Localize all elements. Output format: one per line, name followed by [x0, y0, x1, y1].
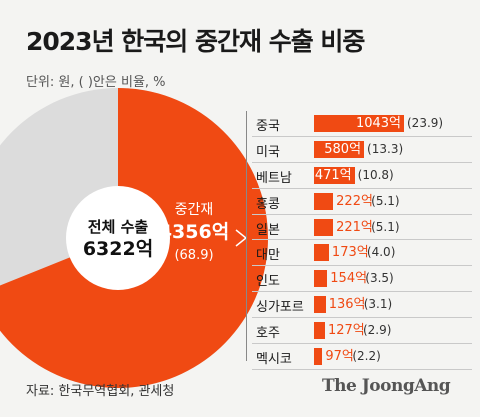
bar [314, 244, 329, 262]
bar-value-label: 136억 [328, 297, 366, 313]
total-value: 6322억 [83, 238, 153, 260]
bar [314, 322, 325, 340]
bar [314, 166, 355, 184]
bar-share-label: (13.3) [367, 141, 404, 156]
bar-category-label: 호주 [256, 326, 280, 342]
bar-row: 홍콩 222억 (5.1) [252, 189, 472, 215]
bar-category-label: 대만 [256, 248, 280, 264]
bar-row: 호주 127억 (2.9) [252, 318, 472, 345]
bar-category-label: 미국 [256, 144, 280, 160]
bar-category-label: 멕시코 [256, 352, 292, 368]
bar [314, 348, 323, 366]
bar [314, 140, 365, 158]
bar-row: 대만 173억 (4.0) [252, 240, 472, 267]
bar-row: 중국 1043억 (23.9) [252, 111, 472, 137]
bar-value-label: 173억 [331, 245, 369, 261]
total-label: 전체 수출 [88, 218, 149, 236]
bar-row: 멕시코 97억 (2.2) [252, 344, 472, 370]
bar-value-label: 222억 [336, 193, 373, 209]
brand-logo: The JoongAng [322, 376, 451, 396]
bar-value-label: 154억 [330, 271, 368, 287]
list-bracket [246, 111, 251, 361]
bar-value-label: 221억 [336, 219, 373, 235]
chart-title: 2023년 한국의 중간재 수출 비중 [26, 27, 365, 56]
bar-share-label: (2.2) [352, 349, 381, 364]
bar-value-label: 127억 [327, 323, 365, 339]
bar-category-label: 베트남 [256, 170, 292, 186]
bar-share-label: (3.5) [365, 271, 394, 286]
bar [314, 270, 328, 288]
bar-share-label: (23.9) [407, 116, 444, 130]
slice-value: 4356억 [159, 221, 229, 243]
bar-row: 싱가포르 136억 (3.1) [252, 292, 472, 319]
bar-category-label: 홍콩 [256, 196, 280, 212]
bar-value-label: 1043억 [355, 116, 401, 131]
bar-share-label: (2.9) [362, 323, 392, 338]
bar-value-label: 97억 [325, 349, 354, 365]
pie-center [66, 186, 170, 290]
bar-category-label: 인도 [256, 274, 280, 290]
bar [314, 296, 326, 314]
bar-share-label: (5.1) [371, 193, 400, 208]
bar-category-label: 싱가포르 [256, 300, 304, 316]
bar [314, 218, 334, 236]
bar [314, 192, 334, 210]
bar-share-label: (3.1) [363, 297, 393, 312]
bar-row: 베트남 471억 (10.8) [252, 163, 472, 189]
source-note: 자료: 한국무역협회, 관세청 [26, 384, 175, 399]
bar-value-label: 580억 [324, 141, 362, 157]
bar-value-label: 471억 [314, 167, 352, 183]
slice-label: 중간재 [175, 202, 214, 218]
bar-row: 일본 221억 (5.1) [252, 215, 472, 241]
bar-share-label: (4.0) [366, 245, 396, 260]
bar-share-label: (5.1) [371, 219, 400, 234]
bar-share-label: (10.8) [357, 167, 394, 182]
bar-category-label: 일본 [256, 222, 280, 238]
bar-category-label: 중국 [256, 119, 280, 134]
country-bar-list: 중국 1043억 (23.9) 미국 580억 (13.3) 베트남 471억 (10.8) 홍콩… [252, 111, 480, 370]
bar [314, 115, 404, 132]
slice-share: (68.9) [174, 248, 213, 263]
bar-row: 인도 154억 (3.5) [252, 266, 472, 293]
unit-note: 단위: 원, ( )안은 비율, % [26, 75, 166, 90]
bar-row: 미국 580억 (13.3) [252, 137, 472, 163]
